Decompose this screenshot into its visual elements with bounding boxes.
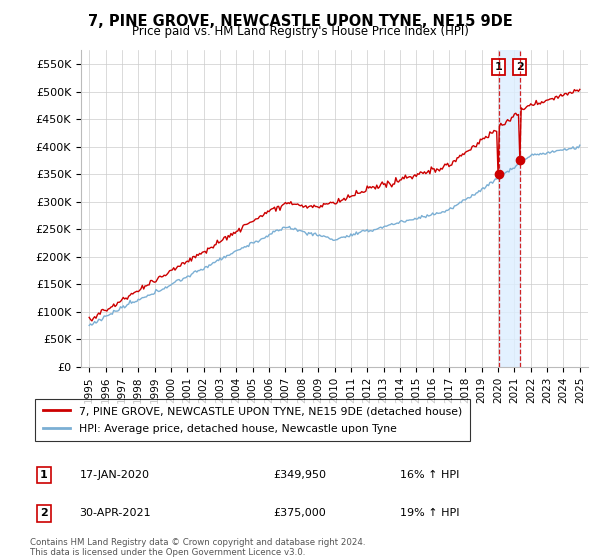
Text: 17-JAN-2020: 17-JAN-2020 [80,470,149,480]
Bar [499,50,520,367]
Text: Contains HM Land Registry data © Crown copyright and database right 2024.
This d: Contains HM Land Registry data © Crown c… [30,538,365,557]
Text: 1: 1 [495,62,503,72]
Text: 16% ↑ HPI: 16% ↑ HPI [400,470,459,480]
Text: 7, PINE GROVE, NEWCASTLE UPON TYNE, NE15 9DE: 7, PINE GROVE, NEWCASTLE UPON TYNE, NE15… [88,14,512,29]
Text: £349,950: £349,950 [273,470,326,480]
Text: 30-APR-2021: 30-APR-2021 [80,508,151,519]
Text: Price paid vs. HM Land Registry's House Price Index (HPI): Price paid vs. HM Land Registry's House … [131,25,469,38]
Text: 2: 2 [516,62,524,72]
Legend: 7, PINE GROVE, NEWCASTLE UPON TYNE, NE15 9DE (detached house), HPI: Average pric: 7, PINE GROVE, NEWCASTLE UPON TYNE, NE15… [35,399,470,441]
Text: 2: 2 [40,508,47,519]
Text: 1: 1 [40,470,47,480]
Text: 19% ↑ HPI: 19% ↑ HPI [400,508,460,519]
Text: £375,000: £375,000 [273,508,326,519]
